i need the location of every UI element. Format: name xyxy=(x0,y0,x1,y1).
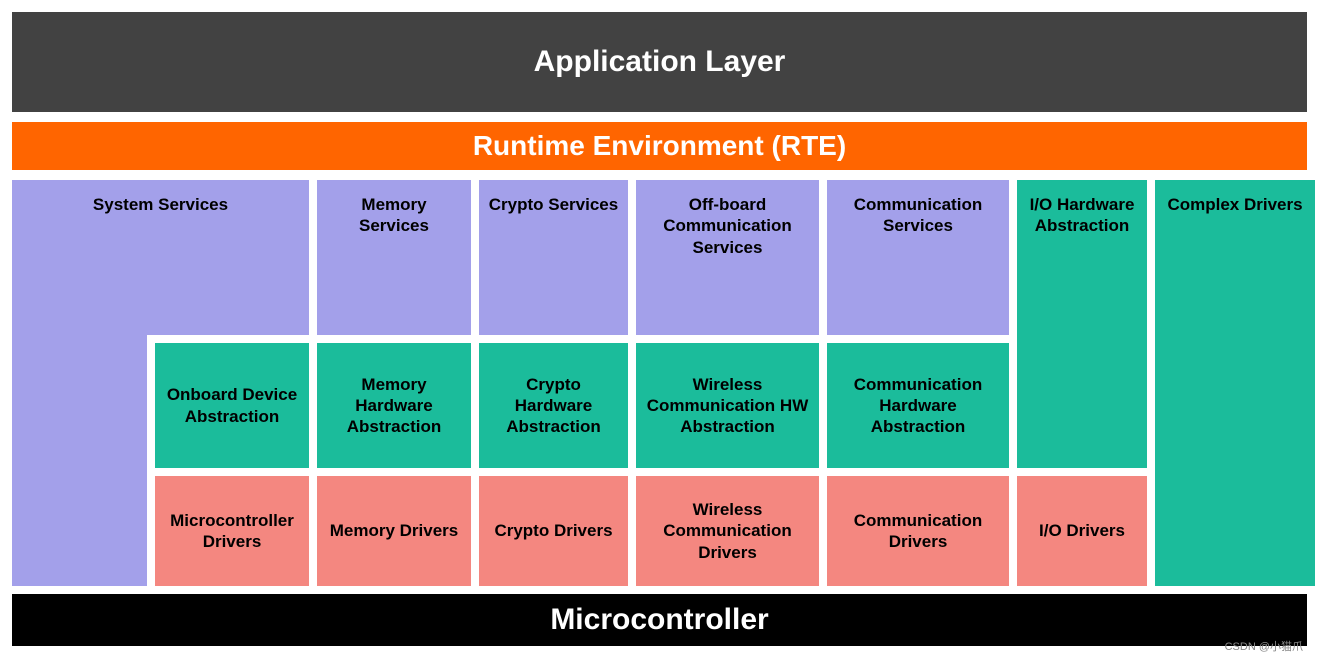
application-layer: Application Layer xyxy=(12,12,1307,112)
system-services-side xyxy=(12,335,147,586)
io-hw-abstraction-block: I/O Hardware Abstraction xyxy=(1017,180,1147,468)
crypto-services-block: Crypto Services xyxy=(479,180,628,335)
comm-drivers-block: Communication Drivers xyxy=(827,476,1009,586)
memory-drivers-block: Memory Drivers xyxy=(317,476,471,586)
rte-layer: Runtime Environment (RTE) xyxy=(12,122,1307,170)
microcontroller-layer: Microcontroller xyxy=(12,594,1307,646)
microcontroller-drivers-block: Microcontroller Drivers xyxy=(155,476,309,586)
system-services-block: System Services xyxy=(12,180,309,335)
architecture-grid: System Services Memory Services Crypto S… xyxy=(12,180,1307,586)
offboard-comm-services-block: Off-board Communication Services xyxy=(636,180,819,335)
memory-hw-abstraction-block: Memory Hardware Abstraction xyxy=(317,343,471,468)
memory-services-block: Memory Services xyxy=(317,180,471,335)
crypto-drivers-block: Crypto Drivers xyxy=(479,476,628,586)
wireless-comm-hw-abstraction-block: Wireless Communication HW Abstraction xyxy=(636,343,819,468)
wireless-comm-drivers-block: Wireless Communication Drivers xyxy=(636,476,819,586)
crypto-hw-abstraction-block: Crypto Hardware Abstraction xyxy=(479,343,628,468)
watermark-text: CSDN @小猫爪 xyxy=(1225,638,1303,654)
comm-hw-abstraction-block: Communication Hardware Abstraction xyxy=(827,343,1009,468)
io-drivers-block: I/O Drivers xyxy=(1017,476,1147,586)
comm-services-block: Communication Services xyxy=(827,180,1009,335)
onboard-device-abstraction-block: Onboard Device Abstraction xyxy=(155,343,309,468)
complex-drivers-block: Complex Drivers xyxy=(1155,180,1315,586)
